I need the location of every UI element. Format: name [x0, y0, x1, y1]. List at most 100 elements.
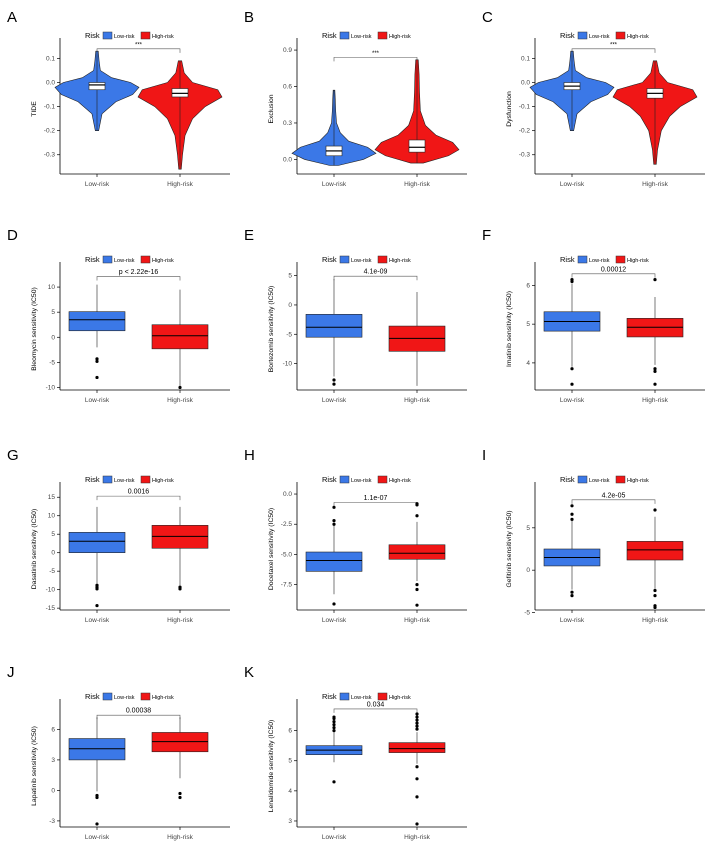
- series-low-risk: [543, 278, 601, 386]
- series-low-risk: [305, 715, 363, 784]
- y-tick-label: 0.0: [46, 80, 55, 87]
- legend-title: Risk: [560, 475, 575, 484]
- series-high-risk: [626, 278, 684, 386]
- outlier-point: [653, 588, 657, 593]
- series-high-risk: [626, 508, 684, 610]
- outlier-point: [95, 359, 99, 363]
- legend-key-low-risk: [339, 255, 350, 264]
- legend-title: Risk: [85, 31, 100, 40]
- legend-key-low-risk: [339, 31, 350, 40]
- series-high-risk: [137, 60, 223, 170]
- series-low-risk: [291, 89, 377, 166]
- series-high-risk: [388, 502, 446, 607]
- significance-label: ***: [610, 42, 618, 48]
- legend-key-low-risk: [102, 255, 113, 264]
- legend-label: Low-risk: [351, 478, 372, 484]
- x-tick-label: High-risk: [167, 397, 193, 404]
- legend-title: Risk: [322, 31, 337, 40]
- box: [88, 82, 106, 91]
- legend-label: High-risk: [152, 34, 174, 40]
- outlier-point: [653, 369, 657, 374]
- panel-label: J: [7, 664, 15, 681]
- outlier-point: [653, 367, 657, 371]
- legend-label: High-risk: [389, 695, 411, 701]
- x-tick-label: High-risk: [642, 617, 668, 624]
- significance-label: 0.00038: [126, 708, 151, 715]
- series-high-risk: [388, 292, 446, 386]
- legend-title: Risk: [85, 255, 100, 264]
- significance-bracket: [333, 57, 418, 62]
- x-tick-label: Low-risk: [85, 834, 110, 841]
- y-tick-label: -0.3: [44, 152, 56, 159]
- panel-label: D: [7, 227, 18, 244]
- legend: Risk Low-risk High-risk: [85, 255, 174, 264]
- y-axis-title: Exclusion: [268, 94, 275, 123]
- outlier-point: [332, 780, 336, 784]
- panel-i: I Risk Low-risk High-risk -5 0 5 Low-risk High-r…: [482, 447, 705, 624]
- legend-label: Low-risk: [589, 478, 610, 484]
- legend-key-high-risk: [140, 692, 151, 701]
- legend-key-low-risk: [102, 475, 113, 484]
- panel-f: F Risk Low-risk High-risk 4 5 6 Low-risk High-ri…: [482, 227, 705, 404]
- y-tick-label: -5.0: [281, 551, 293, 558]
- significance-bracket: [571, 48, 656, 53]
- outlier-point: [415, 724, 419, 728]
- x-tick-label: High-risk: [404, 181, 430, 188]
- significance-label: 0.00012: [601, 266, 626, 273]
- series-high-risk: [151, 506, 209, 591]
- legend-key-low-risk: [102, 692, 113, 701]
- box: [408, 139, 426, 153]
- legend-label: Low-risk: [114, 34, 135, 40]
- y-tick-label: 0.3: [283, 120, 292, 127]
- x-tick-label: Low-risk: [322, 181, 347, 188]
- series-high-risk: [388, 712, 446, 826]
- outlier-point: [653, 605, 657, 610]
- y-tick-label: 4: [526, 360, 530, 367]
- y-tick-label: -5: [49, 568, 55, 575]
- significance-bracket: [333, 275, 418, 281]
- series-low-risk: [68, 717, 126, 826]
- legend-key-low-risk: [577, 255, 588, 264]
- panel-label: G: [7, 447, 19, 464]
- panel-k: K Risk Low-risk High-risk 3 4 5 6 Low-risk High-r…: [244, 664, 467, 841]
- outlier-point: [415, 587, 419, 592]
- legend-title: Risk: [85, 475, 100, 484]
- y-tick-label: 0.9: [283, 47, 292, 54]
- x-tick-label: Low-risk: [560, 617, 585, 624]
- panel-d: D Risk Low-risk High-risk -10 -5 0 5 10 Low-risk H…: [7, 227, 230, 404]
- series-low-risk: [54, 50, 140, 131]
- panel-a: A Risk Low-risk High-risk -0.3 -0.2 -0.1 0.0 0.1…: [7, 9, 230, 188]
- x-tick-label: Low-risk: [322, 617, 347, 624]
- series-low-risk: [68, 506, 126, 608]
- y-axis-title: Dysfunction: [506, 91, 513, 127]
- legend: Risk Low-risk High-risk: [322, 475, 411, 484]
- outlier-point: [570, 512, 574, 516]
- legend: Risk Low-risk High-risk: [322, 31, 411, 40]
- y-tick-label: 3: [51, 757, 55, 764]
- outlier-point: [178, 791, 182, 796]
- legend-label: Low-risk: [114, 258, 135, 264]
- outlier-point: [653, 382, 657, 386]
- y-tick-label: 0.0: [283, 491, 292, 498]
- panel-label: K: [244, 664, 254, 681]
- y-tick-label: 0.0: [521, 80, 530, 87]
- y-tick-label: 0.1: [46, 55, 55, 62]
- significance-label: ***: [372, 51, 380, 57]
- series-low-risk: [305, 505, 363, 606]
- outlier-point: [415, 503, 419, 507]
- outlier-point: [332, 716, 336, 721]
- outlier-point: [95, 822, 99, 826]
- legend-key-high-risk: [377, 475, 388, 484]
- legend-title: Risk: [560, 31, 575, 40]
- legend: Risk Low-risk High-risk: [85, 31, 174, 40]
- outlier-point: [332, 729, 336, 733]
- y-axis-title: Bortezomib sensitivity (IC50): [268, 286, 275, 373]
- series-low-risk: [543, 504, 601, 598]
- y-tick-label: -5: [49, 359, 55, 366]
- outlier-point: [653, 593, 657, 598]
- panel-label: E: [244, 227, 254, 244]
- legend-label: High-risk: [152, 478, 174, 484]
- legend-label: High-risk: [627, 258, 649, 264]
- outlier-point: [570, 504, 574, 508]
- panel-h: H Risk Low-risk High-risk -7.5 -5.0 -2.5 0.0 Low…: [244, 447, 467, 624]
